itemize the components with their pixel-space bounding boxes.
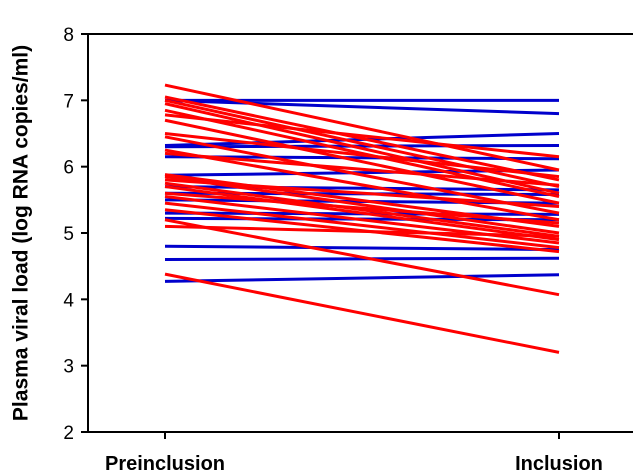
- series-line-red-17: [164, 102, 560, 195]
- y-tick-label-6: 6: [63, 158, 74, 179]
- y-tick-label-3: 3: [63, 357, 74, 378]
- series-line-blue-3: [164, 143, 560, 149]
- series-line-red-34: [164, 224, 560, 238]
- series-line-blue-4: [164, 155, 560, 161]
- series-line-red-29: [164, 185, 560, 242]
- series-line-red-18: [164, 108, 560, 198]
- x-category-label-preinclusion: Preinclusion: [105, 453, 225, 475]
- series-lines: [164, 83, 560, 354]
- series-line-red-21: [164, 132, 560, 179]
- axis-ticks: 2 3 4 5 6 7 8 Preinclusion Inclusion: [63, 25, 602, 475]
- y-tick-label-2: 2: [63, 423, 74, 444]
- y-tick-label-4: 4: [63, 290, 74, 311]
- series-line-blue-1: [164, 98, 560, 116]
- series-line-red-16: [164, 98, 560, 189]
- series-line-red-22: [164, 135, 560, 215]
- series-line-blue-13: [164, 273, 560, 283]
- series-line-red-20: [164, 118, 560, 205]
- series-line-red-19: [164, 113, 560, 159]
- series-line-red-28: [164, 181, 560, 238]
- series-line-red-15: [164, 95, 560, 182]
- y-tick-label-5: 5: [63, 224, 74, 245]
- series-line-blue-11: [164, 244, 560, 252]
- series-line-red-27: [164, 178, 560, 208]
- y-tick-label-7: 7: [63, 91, 74, 112]
- series-line-red-35: [164, 218, 560, 297]
- x-category-label-inclusion: Inclusion: [515, 453, 603, 475]
- series-line-red-14: [164, 83, 560, 172]
- series-line-red-36: [164, 272, 560, 354]
- series-line-red-30: [164, 191, 560, 225]
- series-line-red-24: [164, 151, 560, 187]
- series-line-red-23: [164, 148, 560, 222]
- series-line-red-26: [164, 175, 560, 235]
- y-tick-label-8: 8: [63, 25, 74, 46]
- series-line-red-32: [164, 201, 560, 250]
- y-axis-title: Plasma viral load (log RNA copies/ml): [10, 45, 33, 421]
- series-line-blue-12: [164, 256, 560, 262]
